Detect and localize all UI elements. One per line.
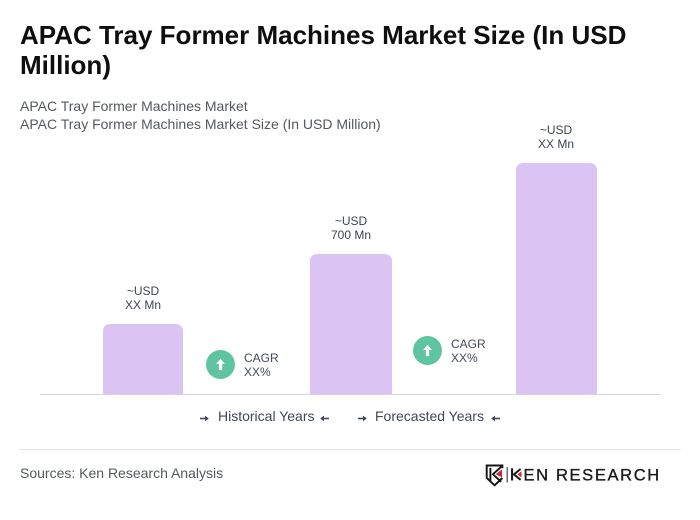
svg-text:EN RESEARCH: EN RESEARCH	[524, 467, 661, 485]
